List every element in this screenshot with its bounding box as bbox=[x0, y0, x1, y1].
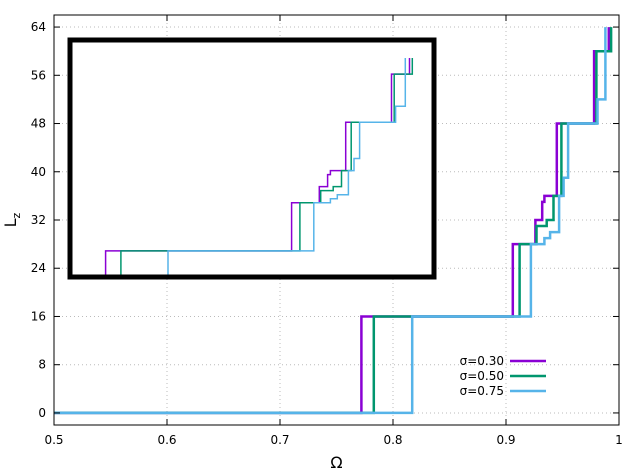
x-tick-label: 0.7 bbox=[270, 433, 289, 447]
x-tick-label: 0.8 bbox=[383, 433, 402, 447]
y-tick-label: 16 bbox=[31, 309, 46, 323]
y-tick-label: 24 bbox=[31, 261, 46, 275]
legend-label: σ=0.30 bbox=[460, 354, 504, 368]
y-tick-label: 32 bbox=[31, 213, 46, 227]
inset-series-line-2 bbox=[167, 58, 407, 277]
legend-label: σ=0.50 bbox=[460, 369, 504, 383]
x-tick-label: 0.6 bbox=[157, 433, 176, 447]
y-tick-label: 48 bbox=[31, 117, 46, 131]
x-tick-label: 0.5 bbox=[44, 433, 63, 447]
y-tick-label: 40 bbox=[31, 165, 46, 179]
x-tick-label: 1 bbox=[615, 433, 623, 447]
axis-ticks: 0.5 0.6 0.7 0.8 0.9 1 0 8 16 24 32 40 48 56 64 bbox=[31, 15, 623, 447]
y-tick-label: 8 bbox=[38, 358, 46, 372]
inset-background bbox=[70, 40, 434, 277]
inset-border bbox=[67, 37, 437, 280]
series-group bbox=[54, 27, 613, 415]
inset-series-group bbox=[104, 58, 414, 277]
y-tick-label: 56 bbox=[31, 68, 46, 82]
x-tick-label: 0.9 bbox=[496, 433, 515, 447]
legend-label: σ=0.75 bbox=[460, 384, 504, 398]
y-tick-label: 64 bbox=[31, 20, 46, 34]
y-tick-label: 0 bbox=[38, 406, 46, 420]
y-axis-title-subscript: z bbox=[10, 212, 23, 218]
x-axis-title: Ω bbox=[330, 453, 342, 472]
y-axis-title: Lz bbox=[1, 212, 23, 227]
inset-plot bbox=[67, 37, 437, 280]
series-line-2 bbox=[54, 27, 607, 415]
y-axis-title-main: L bbox=[1, 218, 20, 227]
legend: σ=0.30σ=0.50σ=0.75 bbox=[460, 354, 546, 398]
